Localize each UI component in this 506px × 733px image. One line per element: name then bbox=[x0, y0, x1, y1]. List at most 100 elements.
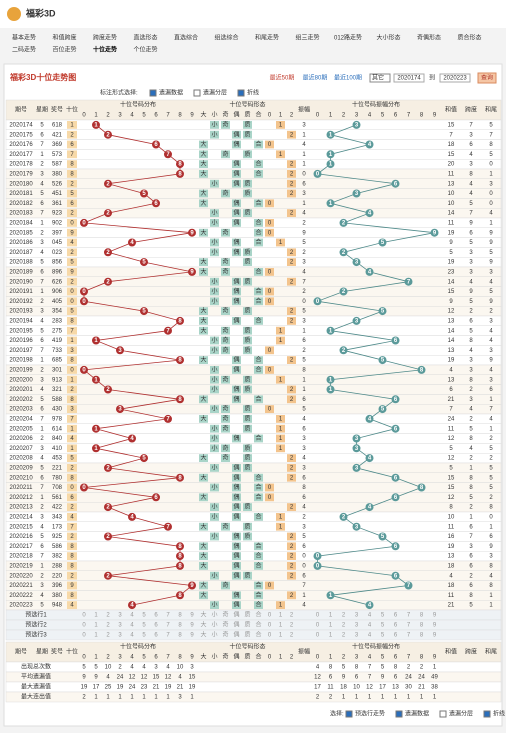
preselect-digit[interactable]: 7 bbox=[407, 623, 411, 629]
nav-link[interactable]: 奇偶形态 bbox=[417, 34, 441, 42]
preselect-shape[interactable]: 大 bbox=[200, 621, 206, 629]
preselect-digit[interactable]: 9 bbox=[190, 623, 194, 629]
nav-link[interactable]: 和尾走势 bbox=[255, 34, 279, 42]
preselect-digit[interactable]: 4 bbox=[130, 613, 134, 619]
nav-link[interactable]: 跨度走势 bbox=[93, 34, 117, 42]
checkbox[interactable] bbox=[483, 710, 491, 718]
preselect-shape[interactable]: 2 bbox=[290, 613, 294, 619]
preselect-digit[interactable]: 1 bbox=[94, 623, 98, 629]
nav-link[interactable]: 基本走势 bbox=[12, 34, 36, 42]
preselect-digit[interactable]: 9 bbox=[190, 613, 194, 619]
preselect-digit[interactable]: 4 bbox=[130, 623, 134, 629]
nav-link[interactable]: 和值跨度 bbox=[52, 34, 76, 42]
checkbox-label[interactable]: 遗漏数据 bbox=[159, 89, 183, 97]
preselect-shape[interactable]: 大 bbox=[200, 611, 206, 619]
preselect-digit[interactable]: 8 bbox=[178, 613, 182, 619]
preselect-digit[interactable]: 1 bbox=[94, 613, 98, 619]
preselect-digit[interactable]: 7 bbox=[407, 633, 411, 639]
preselect-digit[interactable]: 1 bbox=[329, 623, 333, 629]
preselect-digit[interactable]: 9 bbox=[433, 633, 437, 639]
checkbox[interactable] bbox=[237, 89, 245, 97]
preselect-shape[interactable]: 1 bbox=[279, 633, 283, 639]
preselect-shape[interactable]: 1 bbox=[279, 613, 283, 619]
checkbox-label[interactable]: 折线 bbox=[493, 710, 505, 718]
nav-link[interactable]: 直选形态 bbox=[133, 34, 157, 42]
nav-link[interactable]: 组选综合 bbox=[214, 34, 238, 42]
preselect-shape[interactable]: 质 bbox=[244, 621, 250, 629]
nav-link[interactable]: 百位走势 bbox=[52, 46, 76, 54]
checkbox-label[interactable]: 遗漏数据 bbox=[405, 710, 429, 718]
checkbox-label[interactable]: 遗漏分层 bbox=[203, 89, 227, 97]
to-input[interactable] bbox=[439, 73, 471, 83]
query-label[interactable]: 查询 bbox=[481, 74, 493, 82]
preselect-digit[interactable]: 4 bbox=[368, 623, 372, 629]
period-select[interactable] bbox=[369, 73, 391, 83]
preselect-digit[interactable]: 7 bbox=[166, 623, 170, 629]
preselect-shape[interactable]: 质 bbox=[244, 611, 250, 619]
preselect-shape[interactable]: 小 bbox=[211, 611, 217, 619]
preselect-shape[interactable]: 2 bbox=[290, 623, 294, 629]
preselect-digit[interactable]: 0 bbox=[82, 623, 86, 629]
checkbox-label[interactable]: 预选行走势 bbox=[355, 710, 385, 718]
checkbox[interactable] bbox=[193, 89, 201, 97]
preselect-digit[interactable]: 0 bbox=[316, 623, 320, 629]
preselect-digit[interactable]: 6 bbox=[394, 623, 398, 629]
preselect-digit[interactable]: 5 bbox=[381, 613, 385, 619]
preselect-shape[interactable]: 偶 bbox=[233, 631, 239, 639]
checkbox-label[interactable]: 遗漏分层 bbox=[449, 710, 473, 718]
recent-link[interactable]: 最近80期 bbox=[303, 74, 328, 82]
preselect-digit[interactable]: 9 bbox=[190, 633, 194, 639]
preselect-shape[interactable]: 1 bbox=[279, 623, 283, 629]
preselect-shape[interactable]: 小 bbox=[211, 621, 217, 629]
preselect-digit[interactable]: 9 bbox=[433, 623, 437, 629]
preselect-digit[interactable]: 2 bbox=[106, 623, 110, 629]
preselect-shape[interactable]: 0 bbox=[268, 613, 272, 619]
preselect-digit[interactable]: 0 bbox=[316, 613, 320, 619]
checkbox[interactable] bbox=[439, 710, 447, 718]
preselect-digit[interactable]: 5 bbox=[142, 623, 146, 629]
preselect-digit[interactable]: 7 bbox=[407, 613, 411, 619]
preselect-digit[interactable]: 4 bbox=[130, 633, 134, 639]
nav-link[interactable]: 直选综合 bbox=[174, 34, 198, 42]
preselect-shape[interactable]: 2 bbox=[290, 633, 294, 639]
preselect-digit[interactable]: 9 bbox=[433, 613, 437, 619]
preselect-digit[interactable]: 7 bbox=[166, 633, 170, 639]
nav-link[interactable]: 十位走势 bbox=[93, 46, 117, 54]
preselect-digit[interactable]: 6 bbox=[394, 633, 398, 639]
preselect-digit[interactable]: 4 bbox=[368, 613, 372, 619]
preselect-shape[interactable]: 奇 bbox=[222, 631, 228, 639]
preselect-shape[interactable]: 0 bbox=[268, 633, 272, 639]
preselect-digit[interactable]: 8 bbox=[178, 633, 182, 639]
preselect-digit[interactable]: 6 bbox=[154, 613, 158, 619]
nav-link[interactable]: 012路走势 bbox=[334, 34, 362, 42]
checkbox-label[interactable]: 折线 bbox=[247, 89, 259, 97]
preselect-digit[interactable]: 0 bbox=[82, 613, 86, 619]
from-input[interactable] bbox=[393, 73, 425, 83]
recent-link[interactable]: 最近100期 bbox=[334, 74, 362, 82]
preselect-digit[interactable]: 6 bbox=[154, 633, 158, 639]
preselect-digit[interactable]: 5 bbox=[142, 633, 146, 639]
preselect-digit[interactable]: 0 bbox=[82, 633, 86, 639]
preselect-digit[interactable]: 3 bbox=[355, 633, 359, 639]
preselect-digit[interactable]: 3 bbox=[118, 623, 122, 629]
preselect-shape[interactable]: 合 bbox=[255, 611, 261, 619]
preselect-digit[interactable]: 7 bbox=[166, 613, 170, 619]
preselect-digit[interactable]: 1 bbox=[329, 633, 333, 639]
preselect-shape[interactable]: 偶 bbox=[233, 621, 239, 629]
nav-link[interactable]: 质合形态 bbox=[457, 34, 481, 42]
preselect-digit[interactable]: 5 bbox=[381, 623, 385, 629]
preselect-digit[interactable]: 3 bbox=[118, 633, 122, 639]
preselect-digit[interactable]: 2 bbox=[342, 623, 346, 629]
preselect-digit[interactable]: 2 bbox=[106, 633, 110, 639]
preselect-digit[interactable]: 1 bbox=[94, 633, 98, 639]
preselect-digit[interactable]: 5 bbox=[142, 613, 146, 619]
preselect-digit[interactable]: 1 bbox=[329, 613, 333, 619]
preselect-shape[interactable]: 合 bbox=[255, 631, 261, 639]
preselect-digit[interactable]: 3 bbox=[355, 613, 359, 619]
preselect-digit[interactable]: 8 bbox=[420, 613, 424, 619]
preselect-digit[interactable]: 4 bbox=[368, 633, 372, 639]
preselect-digit[interactable]: 2 bbox=[106, 613, 110, 619]
preselect-shape[interactable]: 合 bbox=[255, 621, 261, 629]
preselect-digit[interactable]: 2 bbox=[342, 633, 346, 639]
preselect-digit[interactable]: 6 bbox=[154, 623, 158, 629]
